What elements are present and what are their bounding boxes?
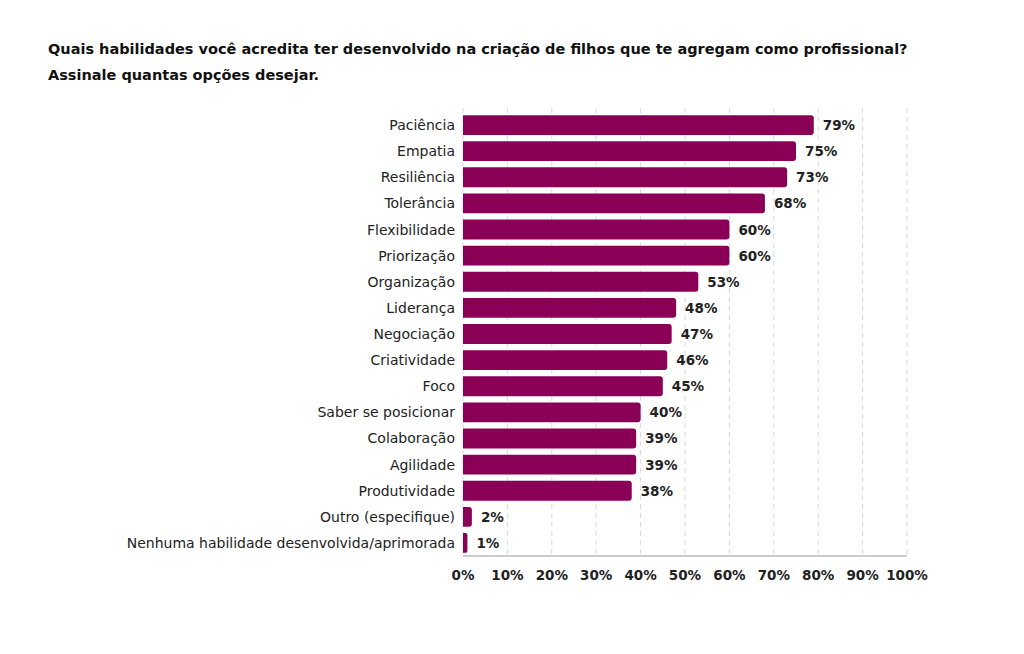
category-label: Paciência — [389, 117, 455, 133]
grid-line — [907, 108, 908, 556]
title: Quais habilidades você acredita ter dese… — [48, 41, 908, 57]
tick-label: 40% — [624, 567, 657, 583]
tick-label: 30% — [580, 567, 613, 583]
bar — [463, 481, 632, 501]
bar — [463, 324, 672, 344]
bar — [463, 115, 814, 135]
category-label: Tolerância — [383, 195, 455, 211]
category-label: Agilidade — [390, 457, 455, 473]
data-label: 68% — [774, 195, 807, 211]
bar — [463, 272, 698, 292]
tick-label: 50% — [669, 567, 702, 583]
category-label: Criatividade — [370, 352, 455, 368]
bar — [463, 402, 641, 422]
bar — [463, 455, 636, 475]
bar — [463, 429, 636, 449]
bar — [463, 141, 796, 161]
data-label: 40% — [650, 404, 683, 420]
category-label: Colaboração — [368, 430, 455, 446]
tick-label: 100% — [886, 567, 928, 583]
tick-label: 0% — [452, 567, 475, 583]
labels: 79% Paciência 75% Empatia 73% Resiliência 68% T… — [127, 117, 856, 551]
data-label: 47% — [681, 326, 714, 342]
category-label: Liderança — [386, 300, 455, 316]
bar — [463, 246, 729, 266]
data-label: 79% — [823, 117, 856, 133]
subtitle: Assinale quantas opções desejar. — [48, 67, 319, 83]
category-label: Priorização — [378, 248, 455, 264]
tick-label: 10% — [491, 567, 524, 583]
data-label: 39% — [645, 457, 678, 473]
category-label: Produtividade — [359, 483, 456, 499]
bar — [463, 350, 667, 370]
bar — [463, 298, 676, 318]
category-label: Resiliência — [381, 169, 455, 185]
tick-label: 70% — [758, 567, 791, 583]
tick-label: 60% — [713, 567, 746, 583]
data-label: 39% — [645, 430, 678, 446]
grid — [463, 108, 907, 556]
category-label: Foco — [423, 378, 455, 394]
bar — [463, 533, 467, 553]
category-label: Empatia — [397, 143, 455, 159]
tick-label: 80% — [802, 567, 835, 583]
bar — [463, 220, 729, 240]
data-label: 38% — [641, 483, 674, 499]
tick-label: 90% — [846, 567, 879, 583]
data-label: 48% — [685, 300, 718, 316]
bar — [463, 167, 787, 187]
category-label: Negociação — [373, 326, 455, 342]
data-label: 2% — [481, 509, 504, 525]
data-label: 60% — [738, 248, 771, 264]
bar — [463, 193, 765, 213]
data-label: 46% — [676, 352, 709, 368]
category-label: Nenhuma habilidade desenvolvida/aprimora… — [127, 535, 455, 551]
category-label: Flexibilidade — [367, 222, 455, 238]
data-label: 75% — [805, 143, 838, 159]
data-label: 1% — [476, 535, 499, 551]
category-label: Organização — [367, 274, 455, 290]
category-label: Saber se posicionar — [317, 404, 455, 420]
data-label: 45% — [672, 378, 705, 394]
data-label: 53% — [707, 274, 740, 290]
bar — [463, 507, 472, 527]
grid-line — [862, 108, 863, 556]
chart: Quais habilidades você acredita ter dese… — [0, 0, 1024, 654]
data-label: 60% — [738, 222, 771, 238]
bars — [463, 115, 814, 553]
x-axis — [463, 556, 907, 557]
bar — [463, 376, 663, 396]
tick-label: 20% — [536, 567, 569, 583]
category-label: Outro (especifique) — [320, 509, 455, 525]
data-label: 73% — [796, 169, 829, 185]
